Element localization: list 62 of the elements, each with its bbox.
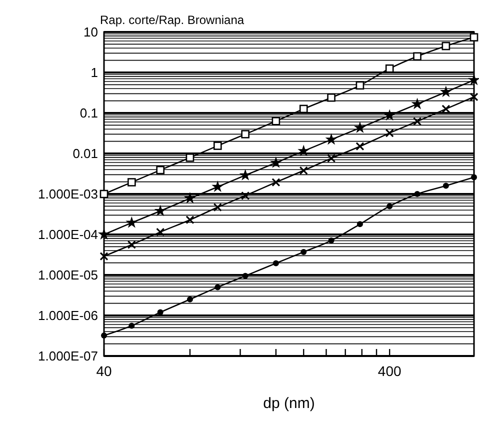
- y-tick-label: 1.000E-07: [38, 348, 98, 364]
- point: [156, 166, 164, 174]
- point: [127, 240, 136, 249]
- point: [354, 122, 366, 133]
- point: [98, 228, 110, 240]
- point: [186, 216, 194, 224]
- point: [328, 238, 334, 244]
- point: [385, 128, 394, 138]
- point: [386, 203, 393, 210]
- y-tick-label: 1: [90, 65, 98, 80]
- y-tick-label: 10: [84, 24, 98, 40]
- point: [413, 52, 422, 61]
- point: [239, 168, 252, 180]
- y-axis-title: Rap. corte/Rap. Browniana: [100, 13, 244, 27]
- x-tick-label: 40: [96, 363, 112, 379]
- y-tick-label: 1.000E-03: [38, 186, 98, 202]
- point: [126, 216, 138, 228]
- y-tick-label: 0.01: [72, 146, 98, 162]
- point: [212, 180, 224, 192]
- x-axis-title: dp (nm): [263, 395, 315, 412]
- point: [128, 322, 135, 329]
- point: [184, 192, 196, 204]
- point: [154, 204, 166, 216]
- point: [300, 248, 307, 255]
- point: [101, 332, 107, 339]
- point: [213, 142, 222, 150]
- point: [412, 117, 422, 126]
- y-tick-label: 0.1: [80, 106, 98, 121]
- point: [356, 142, 364, 151]
- point: [326, 154, 336, 163]
- point: [100, 190, 108, 198]
- point: [272, 116, 280, 126]
- point: [414, 191, 420, 197]
- point: [242, 272, 248, 279]
- point: [270, 156, 282, 168]
- y-tick-label: 1.000E-05: [38, 268, 98, 283]
- point: [298, 144, 310, 156]
- point: [440, 86, 452, 98]
- point: [442, 182, 449, 189]
- point: [214, 284, 221, 290]
- point: [327, 93, 336, 102]
- point: [442, 42, 450, 50]
- point: [156, 228, 165, 236]
- point: [325, 133, 338, 145]
- point: [470, 33, 478, 42]
- point: [100, 252, 108, 261]
- x-tick-label: 400: [378, 363, 402, 379]
- point: [356, 221, 363, 228]
- point: [384, 109, 396, 121]
- point: [471, 174, 477, 180]
- point: [272, 260, 279, 266]
- point: [272, 178, 280, 187]
- point: [213, 202, 222, 212]
- point: [299, 166, 308, 175]
- point: [128, 178, 136, 186]
- y-tick-label: 1.000E-04: [38, 227, 98, 242]
- point: [241, 191, 250, 200]
- y-tick-label: 1.000E-06: [38, 308, 98, 324]
- point: [411, 98, 424, 110]
- point: [186, 296, 193, 302]
- point: [356, 81, 364, 90]
- point: [241, 130, 250, 138]
